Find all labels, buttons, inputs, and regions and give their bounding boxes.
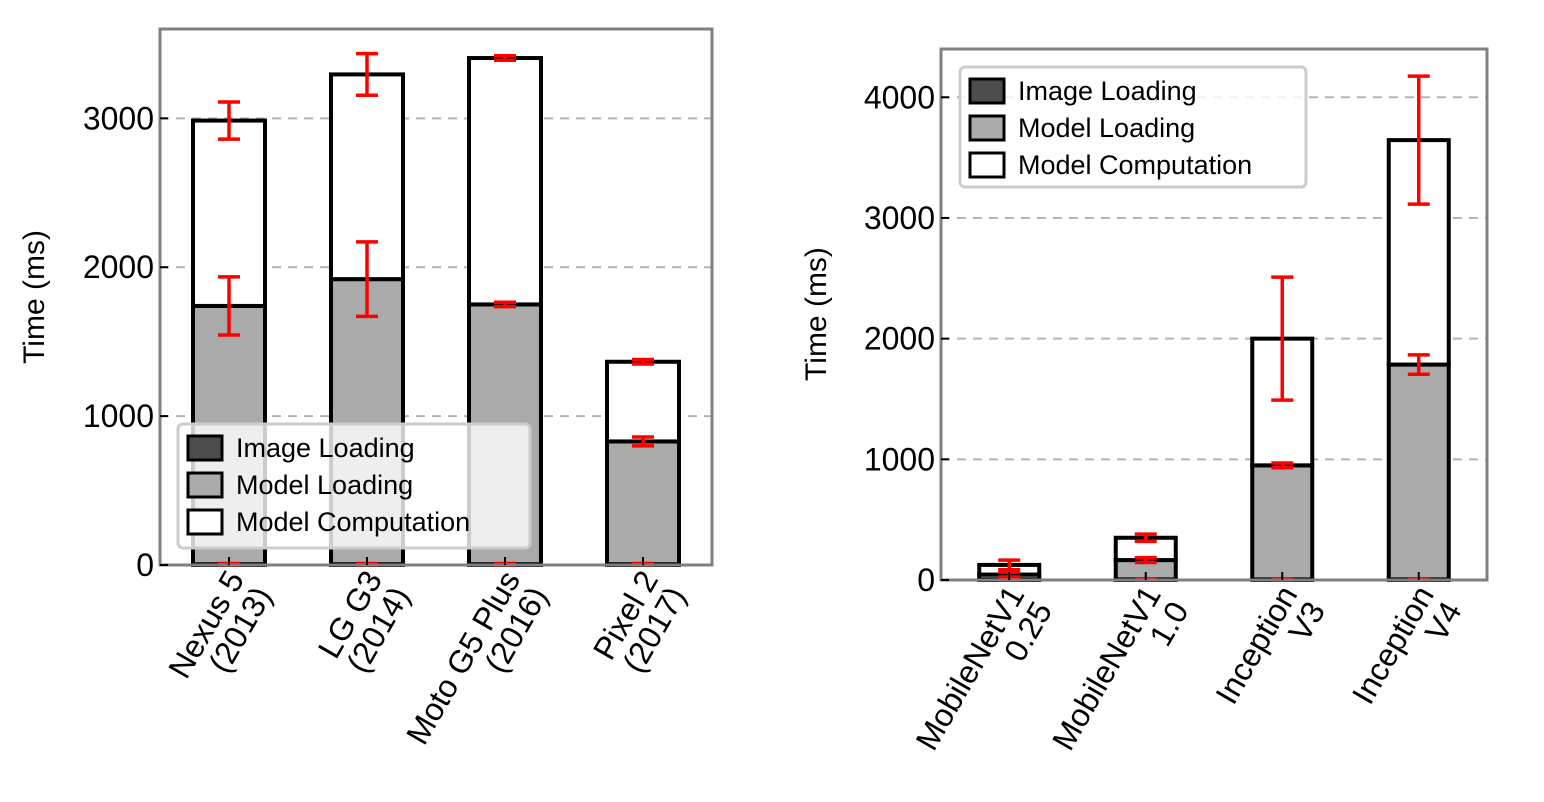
y-tick-label: 1000 (83, 398, 154, 434)
y-tick-label: 3000 (864, 200, 935, 236)
legend-label: Model Computation (1018, 150, 1252, 180)
x-tick-label: InceptionV4 (1345, 580, 1469, 726)
x-tick-label: MobileNetV11.0 (1045, 580, 1195, 773)
x-tick-label: Moto G5 Plus(2016) (399, 565, 555, 767)
legend-label: Model Loading (236, 470, 413, 500)
chart-1: 0 1000 2000 3000 Nexus 5(2013) LG G3(2014)Mot… (18, 27, 714, 767)
legend-label: Image Loading (1018, 76, 1197, 106)
legend-box (958, 65, 1308, 189)
legend-label: Model Computation (236, 507, 470, 537)
bar-model-computation (605, 359, 681, 444)
x-tick-label: LG G3(2014) (311, 565, 417, 681)
y-tick-label: 0 (917, 562, 935, 598)
x-tick-label-line: Inception (1208, 580, 1304, 710)
y-tick-label: 3000 (83, 100, 154, 136)
x-tick-label: Nexus 5(2013) (161, 565, 279, 701)
legend-swatch (186, 471, 224, 499)
x-tick-label-line: Inception (1345, 580, 1441, 710)
bar-model-loading (605, 439, 681, 567)
x-tick-label: Pixel 2(2017) (586, 565, 693, 682)
plot-frame (158, 27, 714, 567)
legend-swatch (186, 434, 224, 462)
legend-swatch (968, 114, 1006, 142)
x-tick-label: InceptionV3 (1208, 580, 1332, 726)
legend-label: Image Loading (236, 433, 415, 463)
y-tick-label: 2000 (83, 249, 154, 285)
y-tick-label: 2000 (864, 321, 935, 357)
legend-swatch (968, 77, 1006, 105)
bar-model-computation (467, 56, 543, 307)
legend-swatch (968, 151, 1006, 179)
legend-label: Model Loading (1018, 113, 1195, 143)
x-tick-label-line: MobileNetV1 (1045, 580, 1168, 757)
legend-box (176, 422, 532, 550)
y-tick-label: 0 (136, 547, 154, 583)
bar-model-loading (1386, 362, 1451, 582)
x-tick-label-line: MobileNetV1 (909, 580, 1032, 757)
y-axis-title: Time (ms) (800, 247, 833, 381)
x-tick-label: MobileNetV10.25 (909, 580, 1059, 773)
plot-frame (939, 47, 1489, 582)
legend-swatch (186, 508, 224, 536)
y-tick-label: 1000 (864, 441, 935, 477)
chart-2: 0 1000 2000 3000 4000 MobileNetV10.25MobileNe… (800, 47, 1489, 773)
y-tick-label: 4000 (864, 79, 935, 115)
bar-model-loading (1250, 463, 1315, 582)
y-axis-title: Time (ms) (18, 230, 51, 364)
